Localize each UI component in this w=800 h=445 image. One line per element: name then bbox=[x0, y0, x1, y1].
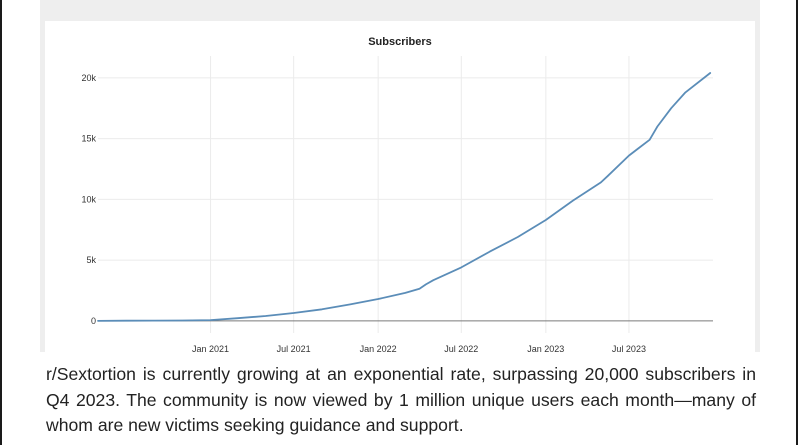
y-tick-label: 5k bbox=[86, 255, 96, 265]
x-tick-label: Jul 2021 bbox=[277, 344, 311, 352]
x-tick-label: Jul 2022 bbox=[444, 344, 478, 352]
subscribers-series-line bbox=[97, 72, 712, 322]
subscribers-chart: Subscribers Jan 2021 Jul 2021 Jan 2022 Jul … bbox=[81, 36, 713, 352]
x-tick-label: Jan 2022 bbox=[360, 344, 397, 352]
x-tick-label: Jan 2021 bbox=[192, 344, 229, 352]
x-tick-label: Jan 2023 bbox=[527, 344, 564, 352]
y-tick-label: 20k bbox=[81, 73, 96, 83]
caption-text: r/Sextortion is currently growing at an … bbox=[46, 364, 756, 435]
grid-layer bbox=[98, 56, 713, 333]
x-tick-label: Jul 2023 bbox=[612, 344, 646, 352]
y-tick-label: 10k bbox=[81, 194, 96, 204]
axis-layer: Jan 2021 Jul 2021 Jan 2022 Jul 2022 Jan 2023… bbox=[81, 73, 645, 352]
y-tick-label: 15k bbox=[81, 134, 96, 144]
chart-card bbox=[45, 21, 755, 352]
series-layer bbox=[97, 72, 712, 322]
y-tick-label: 0 bbox=[91, 316, 96, 326]
chart-title: Subscribers bbox=[368, 36, 432, 48]
